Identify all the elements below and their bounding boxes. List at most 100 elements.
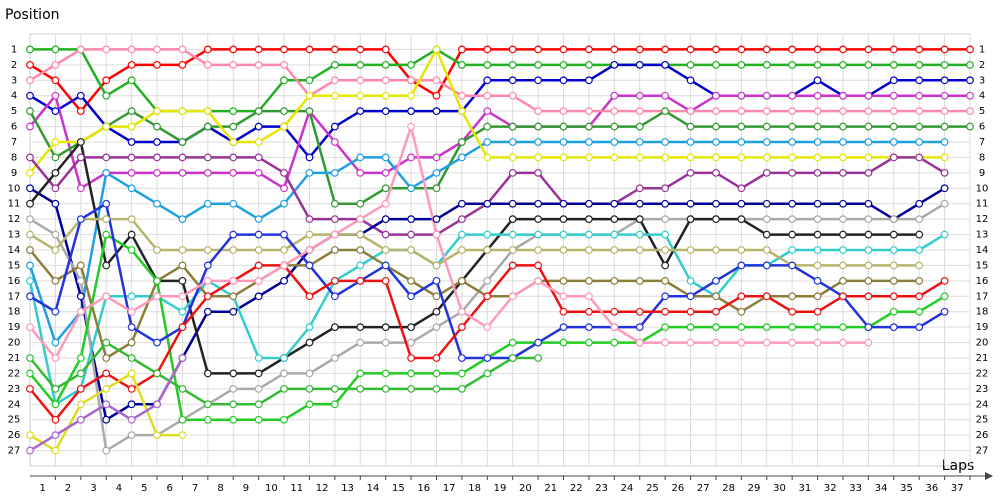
data-point (585, 122, 593, 131)
data-point (26, 323, 34, 332)
data-point (534, 354, 543, 362)
data-point (127, 122, 136, 131)
y-tick-label-right: 22 (976, 368, 989, 379)
data-point (457, 354, 466, 362)
data-point (178, 153, 187, 162)
data-point (915, 45, 924, 54)
data-point (712, 199, 720, 208)
x-tick-label: 1 (40, 483, 46, 494)
data-point (635, 153, 644, 162)
x-tick-label: 27 (697, 483, 710, 494)
data-point (203, 415, 212, 424)
data-point (889, 122, 898, 131)
data-point (229, 138, 238, 146)
data-point (26, 446, 34, 455)
y-tick-label-right: 26 (976, 430, 989, 441)
data-point (762, 338, 771, 347)
data-point (51, 276, 60, 285)
series-line (29, 140, 920, 375)
data-point (356, 323, 365, 332)
data-point (788, 261, 797, 270)
data-point (635, 107, 644, 116)
data-point (585, 60, 593, 69)
data-point (737, 246, 746, 254)
data-point (610, 323, 619, 332)
data-point (26, 122, 34, 131)
x-tick-label: 6 (167, 483, 173, 494)
data-point (635, 138, 644, 146)
data-point (381, 60, 390, 69)
data-point (356, 230, 365, 239)
data-point (76, 153, 85, 162)
data-point (280, 369, 288, 378)
data-point (457, 230, 466, 239)
data-point (51, 45, 60, 54)
data-point (686, 153, 695, 162)
data-point (356, 384, 365, 393)
data-point (534, 107, 543, 116)
data-point (788, 230, 797, 239)
data-point (26, 199, 34, 208)
data-point (762, 230, 771, 239)
data-point (178, 292, 187, 301)
data-point (839, 323, 847, 332)
data-point (661, 199, 670, 208)
y-tick-label-right: 9 (979, 168, 985, 179)
data-point (686, 215, 695, 224)
data-point (635, 323, 644, 332)
data-point (610, 122, 619, 131)
data-point (610, 91, 619, 100)
data-point (788, 246, 797, 254)
data-point (737, 199, 746, 208)
data-point (559, 230, 568, 239)
data-point (966, 60, 974, 69)
data-point (864, 45, 873, 54)
data-point (254, 215, 263, 224)
data-point (813, 307, 822, 316)
data-point (940, 76, 949, 85)
data-point (534, 199, 543, 208)
data-point (889, 107, 898, 116)
data-point (381, 168, 390, 177)
x-tick-label: 10 (265, 483, 278, 494)
data-point (457, 246, 466, 254)
y-tick-label-right: 13 (976, 230, 989, 241)
data-point (432, 91, 441, 100)
data-point (864, 338, 873, 347)
data-point (915, 153, 924, 162)
data-point (407, 292, 415, 301)
data-point (788, 323, 797, 332)
data-point (305, 76, 314, 85)
data-point (661, 153, 670, 162)
data-point (483, 122, 492, 131)
data-point (813, 230, 822, 239)
data-point (381, 91, 390, 100)
data-point (864, 261, 873, 270)
data-point (940, 60, 949, 69)
data-point (457, 153, 466, 162)
data-point (102, 384, 111, 393)
data-point (102, 338, 111, 347)
data-point (686, 338, 695, 347)
data-point (864, 153, 873, 162)
data-point (483, 292, 492, 301)
data-point (203, 122, 212, 131)
data-point (813, 246, 822, 254)
x-tick-label: 37 (951, 483, 964, 494)
data-point (153, 45, 161, 54)
y-tick-label: 18 (8, 307, 21, 318)
data-point (330, 292, 339, 301)
data-point (305, 323, 314, 332)
data-point (254, 276, 263, 285)
data-point (610, 307, 619, 316)
data-point (407, 230, 415, 239)
data-point (280, 276, 288, 285)
data-point (559, 307, 568, 316)
x-axis-arrow (985, 472, 993, 480)
data-point (889, 45, 898, 54)
data-point (432, 215, 441, 224)
data-point (559, 276, 568, 285)
data-point (813, 338, 822, 347)
data-point (966, 107, 974, 116)
data-point (76, 215, 85, 224)
